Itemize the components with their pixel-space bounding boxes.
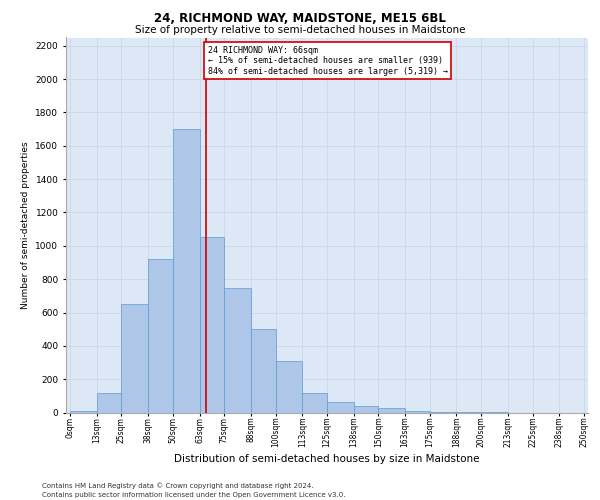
- Bar: [173, 129, 200, 412]
- Bar: [70, 411, 97, 412]
- Bar: [121, 304, 148, 412]
- X-axis label: Distribution of semi-detached houses by size in Maidstone: Distribution of semi-detached houses by …: [174, 454, 480, 464]
- Text: Contains HM Land Registry data © Crown copyright and database right 2024.: Contains HM Land Registry data © Crown c…: [42, 482, 314, 489]
- Text: 24, RICHMOND WAY, MAIDSTONE, ME15 6BL: 24, RICHMOND WAY, MAIDSTONE, ME15 6BL: [154, 12, 446, 26]
- Bar: [148, 259, 173, 412]
- Bar: [327, 402, 354, 412]
- Bar: [302, 392, 327, 412]
- Bar: [405, 411, 430, 412]
- Bar: [379, 408, 405, 412]
- Text: Size of property relative to semi-detached houses in Maidstone: Size of property relative to semi-detach…: [135, 25, 465, 35]
- Bar: [224, 288, 251, 412]
- Bar: [200, 238, 224, 412]
- Bar: [354, 406, 379, 412]
- Bar: [275, 361, 302, 412]
- Text: Contains public sector information licensed under the Open Government Licence v3: Contains public sector information licen…: [42, 492, 346, 498]
- Text: 24 RICHMOND WAY: 66sqm
← 15% of semi-detached houses are smaller (939)
84% of se: 24 RICHMOND WAY: 66sqm ← 15% of semi-det…: [208, 46, 448, 76]
- Bar: [97, 392, 121, 412]
- Y-axis label: Number of semi-detached properties: Number of semi-detached properties: [21, 141, 30, 309]
- Bar: [251, 329, 275, 412]
